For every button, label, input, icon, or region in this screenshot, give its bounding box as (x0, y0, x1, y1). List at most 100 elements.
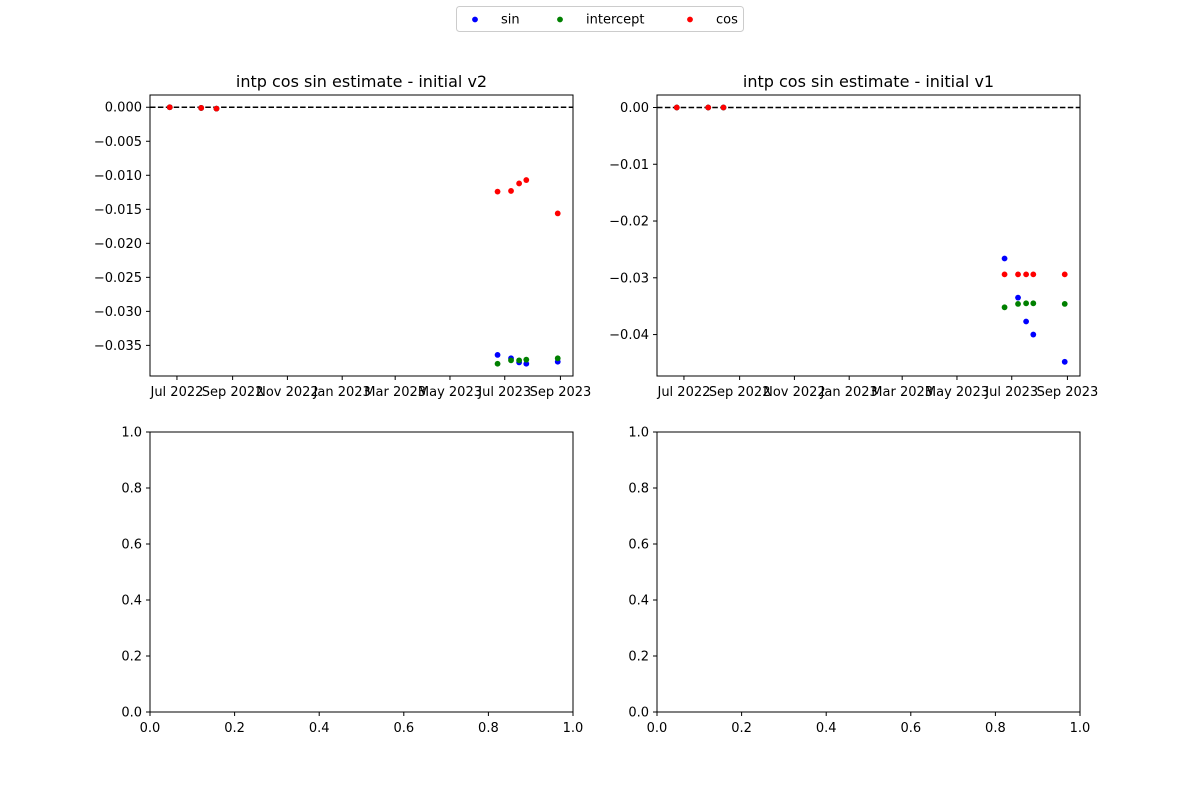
x-tick-label: Jul 2023 (477, 385, 531, 400)
x-tick-label: 0.0 (140, 721, 161, 736)
data-point-cos (673, 104, 680, 111)
subplot-4: 0.0 0.2 0.4 0.6 0.8 1.0 0.0 0.2 0.4 0.6 0.8 1.0 (628, 426, 1090, 737)
x-tick-label: Nov 2022 (256, 385, 319, 400)
series-cos (166, 104, 561, 217)
data-point-cos (705, 104, 712, 111)
x-tick-label: 1.0 (1070, 721, 1091, 736)
y-tick-label: −0.010 (94, 169, 142, 184)
legend-marker (557, 16, 563, 23)
legend: sin intercept cos (456, 6, 744, 32)
data-point-cos (198, 105, 205, 111)
x-tick-label: Jul 2022 (149, 385, 203, 400)
x-tick-label: Sep 2023 (530, 385, 592, 400)
axes-frame (149, 94, 574, 377)
x-tick-label: 1.0 (563, 721, 584, 736)
data-point-sin (494, 352, 501, 358)
x-tick-label: Mar 2023 (871, 385, 933, 400)
series-sin (673, 104, 1068, 365)
y-tick-label: −0.030 (94, 305, 142, 320)
legend-label: sin (501, 13, 520, 28)
x-tick-label: 0.6 (900, 721, 921, 736)
y-tick-label: 0.000 (105, 101, 142, 116)
x-tick-label: Jan 2023 (313, 385, 371, 400)
legend-frame (456, 6, 744, 32)
y-tick-label: 1.0 (121, 426, 142, 441)
y-tick-label: 0.0 (121, 706, 142, 721)
data-point-cos (1023, 271, 1030, 278)
y-tick-label: 0.4 (121, 594, 142, 609)
data-point-intercept (508, 357, 514, 364)
data-point-sin (1015, 294, 1021, 301)
x-tick-label: Jul 2023 (984, 385, 1038, 400)
y-tick-label: 0.0 (628, 706, 649, 721)
series-sin (166, 104, 561, 367)
y-tick-label: −0.020 (94, 237, 142, 252)
legend-label: cos (716, 13, 738, 28)
y-tick-label: 0.4 (628, 594, 649, 609)
x-tick-label: Mar 2023 (364, 385, 426, 400)
x-tick-label: Sep 2022 (709, 385, 771, 400)
x-tick-label: Sep 2023 (1037, 385, 1099, 400)
data-point-intercept (516, 357, 523, 364)
data-point-cos (1030, 271, 1037, 278)
y-tick-label: −0.04 (609, 328, 649, 343)
data-point-sin (1061, 358, 1068, 365)
subplot-3: 0.0 0.2 0.4 0.6 0.8 1.0 0.0 0.2 0.4 0.6 0.8 1.0 (121, 426, 583, 737)
axes-frame (656, 94, 1081, 377)
data-point-intercept (1061, 301, 1068, 307)
x-tick-label: Jul 2022 (656, 385, 710, 400)
x-tick-label: Jan 2023 (820, 385, 878, 400)
subplots: intp cos sin estimate - initial v2 Jul 20… (94, 72, 1098, 736)
x-tick-label: 0.4 (309, 721, 330, 736)
y-tick-label: 0.2 (121, 650, 142, 665)
data-point-cos (1001, 271, 1008, 278)
data-point-intercept (1023, 300, 1030, 307)
y-tick-label: 1.0 (628, 426, 649, 441)
y-tick-label: −0.035 (94, 339, 142, 354)
data-point-cos (720, 104, 727, 111)
legend-label: intercept (586, 13, 645, 28)
data-point-cos (213, 105, 220, 112)
subplot-title: intp cos sin estimate - initial v1 (743, 72, 994, 91)
data-point-cos (166, 104, 173, 111)
y-tick-label: 0.2 (628, 650, 649, 665)
data-point-intercept (1015, 301, 1021, 307)
legend-entry-sin: sin (472, 13, 520, 28)
data-point-sin (1023, 318, 1030, 325)
data-point-sin (1030, 331, 1037, 338)
data-point-cos (1015, 271, 1021, 278)
data-point-intercept (523, 356, 530, 363)
data-point-cos (523, 177, 530, 183)
data-point-sin (523, 360, 530, 367)
legend-marker (472, 16, 478, 23)
x-tick-label: May 2023 (418, 385, 482, 400)
subplot-2: intp cos sin estimate - initial v1 Jul 20… (609, 72, 1098, 400)
y-tick-label: 0.8 (628, 482, 649, 497)
y-tick-label: −0.005 (94, 135, 142, 150)
y-tick-label: −0.02 (609, 215, 649, 230)
x-tick-label: May 2023 (925, 385, 989, 400)
data-point-intercept (1001, 304, 1008, 311)
x-tick-label: 0.4 (816, 721, 837, 736)
series-intercept (166, 104, 561, 367)
y-tick-label: −0.01 (609, 158, 649, 173)
data-point-intercept (554, 355, 561, 362)
x-tick-label: 0.2 (224, 721, 245, 736)
x-tick-label: 0.0 (647, 721, 668, 736)
series-cos (673, 104, 1068, 278)
data-point-cos (516, 180, 523, 187)
legend-entry-cos: cos (687, 13, 738, 28)
data-point-cos (1061, 271, 1068, 278)
y-tick-label: −0.025 (94, 271, 142, 286)
data-point-cos (554, 210, 561, 217)
subplot-title: intp cos sin estimate - initial v2 (236, 72, 487, 91)
y-tick-label: −0.03 (609, 271, 649, 286)
y-tick-label: 0.6 (121, 538, 142, 553)
data-point-intercept (494, 360, 501, 367)
y-tick-label: 0.6 (628, 538, 649, 553)
x-tick-label: Nov 2022 (763, 385, 826, 400)
data-point-cos (508, 188, 514, 194)
x-tick-label: 0.8 (985, 721, 1006, 736)
series-intercept (673, 104, 1068, 311)
